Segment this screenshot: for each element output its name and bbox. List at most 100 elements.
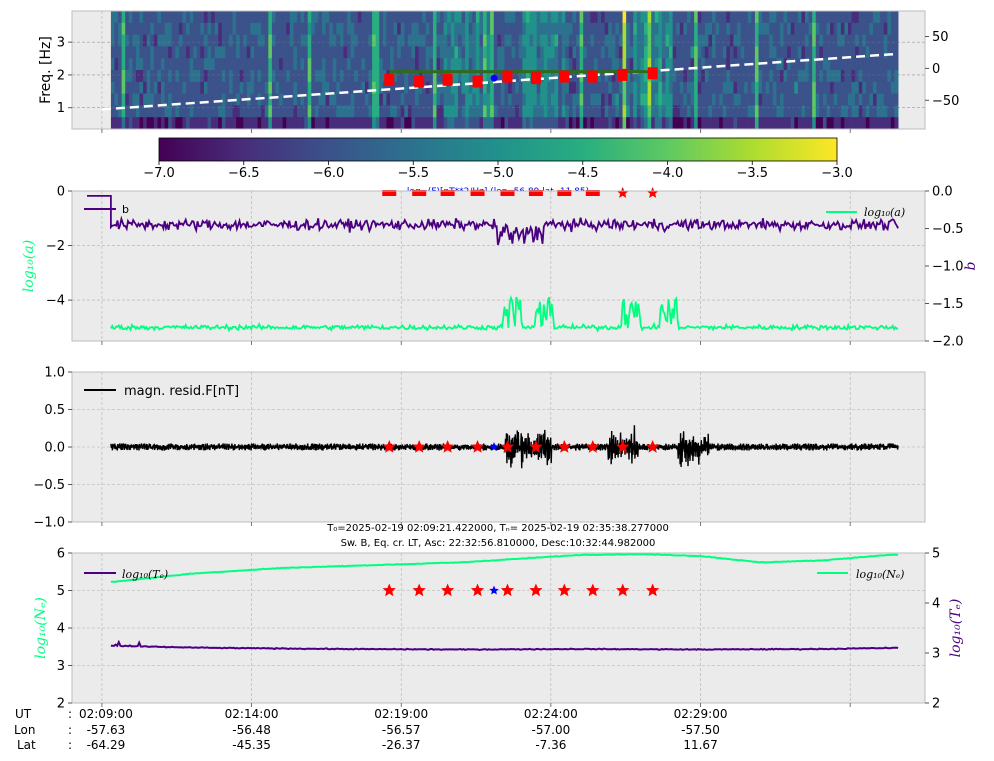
heatmap-cell	[325, 81, 330, 94]
heatmap-cell	[483, 81, 487, 94]
heatmap-cell	[876, 58, 881, 71]
heatmap-cell	[815, 34, 820, 47]
heatmap-cell	[876, 81, 881, 94]
heatmap-cell	[361, 22, 366, 35]
heatmap-cell	[733, 93, 738, 106]
heatmap-cell	[704, 22, 709, 35]
heatmap-cell	[357, 93, 362, 106]
heatmap-cell	[887, 11, 892, 24]
heatmap-cell	[361, 34, 366, 47]
heatmap-cell	[833, 34, 838, 47]
heatmap-cell	[586, 117, 591, 129]
heatmap-cell	[118, 58, 123, 71]
heatmap-cell	[844, 70, 849, 83]
heatmap-cell	[157, 105, 162, 118]
heatmap-cell	[529, 22, 534, 35]
heatmap-cell	[665, 70, 670, 83]
heatmap-cell	[422, 22, 427, 35]
heatmap-cell	[679, 105, 684, 118]
heatmap-cell	[712, 81, 716, 94]
heatmap-cell	[858, 34, 863, 47]
heatmap-cell	[593, 93, 598, 106]
heatmap-cell	[364, 46, 369, 59]
heatmap-cell	[450, 22, 455, 35]
heatmap-cell	[264, 58, 269, 71]
heatmap-cell	[618, 58, 623, 71]
heatmap-cell	[389, 81, 394, 94]
heatmap-cell	[690, 11, 695, 24]
heatmap-cell	[275, 93, 280, 106]
heatmap-cell	[840, 93, 845, 106]
magnetic-residual-lines	[110, 425, 899, 469]
heatmap-cell	[686, 22, 691, 35]
heatmap-cell	[454, 93, 459, 106]
heatmap-cell	[311, 58, 316, 71]
heatmap-cell	[694, 93, 699, 106]
heatmap-cell	[622, 93, 627, 106]
heatmap-cell	[518, 34, 523, 47]
heatmap-cell	[511, 46, 516, 59]
heatmap-cell	[862, 22, 867, 35]
heatmap-cell	[203, 105, 208, 118]
heatmap-cell	[504, 105, 509, 118]
heatmap-cell	[608, 46, 613, 59]
heatmap-cell	[636, 58, 641, 71]
heatmap-cell	[776, 11, 781, 24]
heatmap-cell	[654, 93, 659, 106]
heatmap-cell	[193, 93, 198, 106]
heatmap-cell	[472, 11, 477, 24]
heatmap-cell	[411, 58, 416, 71]
heatmap-cell	[196, 22, 201, 35]
heatmap-cell	[347, 11, 352, 24]
heatmap-cell	[837, 22, 842, 35]
alpha-b-axes-background	[72, 191, 925, 341]
heatmap-cell	[450, 70, 455, 83]
heatmap-cell	[325, 22, 330, 35]
heatmap-cell	[336, 105, 341, 118]
heatmap-cell	[697, 22, 702, 35]
heatmap-cell	[833, 46, 838, 59]
heatmap-cell	[701, 70, 706, 83]
heatmap-cell	[339, 70, 344, 83]
heatmap-cell	[547, 93, 552, 106]
heatmap-cell	[146, 58, 151, 71]
heatmap-cell	[332, 117, 337, 129]
magnetic-residual-legend-label: magn. resid.F[nT]	[124, 384, 239, 399]
heatmap-cell	[579, 93, 584, 106]
heatmap-cell	[694, 58, 699, 71]
heatmap-cell	[454, 11, 459, 24]
heatmap-cell	[214, 46, 219, 59]
heatmap-cell	[654, 11, 659, 24]
heatmap-cell	[468, 105, 473, 118]
heatmap-cell	[883, 81, 888, 94]
heatmap-cell	[676, 105, 681, 118]
heatmap-cell	[565, 58, 570, 71]
heatmap-cell	[772, 22, 777, 35]
heatmap-cell	[479, 117, 484, 129]
heatmap-cell	[483, 34, 487, 47]
heatmap-cell	[801, 34, 806, 47]
spectro-ry-rtick-label-2: −50	[932, 94, 959, 109]
heatmap-cell	[515, 34, 520, 47]
heatmap-cell	[264, 11, 269, 24]
heatmap-cell	[379, 46, 384, 59]
heatmap-cell	[729, 70, 734, 83]
heatmap-cell	[719, 93, 724, 106]
heatmap-cell	[561, 11, 566, 24]
heatmap-cell	[468, 70, 473, 83]
heatmap-cell	[182, 11, 187, 24]
heatmap-cell	[475, 81, 480, 94]
heatmap-cell	[254, 34, 259, 47]
heatmap-cell	[876, 105, 881, 118]
heatmap-cell	[432, 46, 437, 59]
heatmap-cell	[590, 93, 595, 106]
heatmap-cell	[472, 105, 477, 118]
heatmap-cell	[633, 22, 638, 35]
heatmap-cell	[279, 11, 284, 24]
heatmap-cell	[271, 58, 276, 71]
heatmap-cell	[858, 11, 863, 24]
heatmap-cell	[744, 22, 749, 35]
heatmap-cell	[618, 117, 623, 129]
heatmap-cell	[740, 81, 745, 94]
heatmap-cell	[332, 22, 337, 35]
